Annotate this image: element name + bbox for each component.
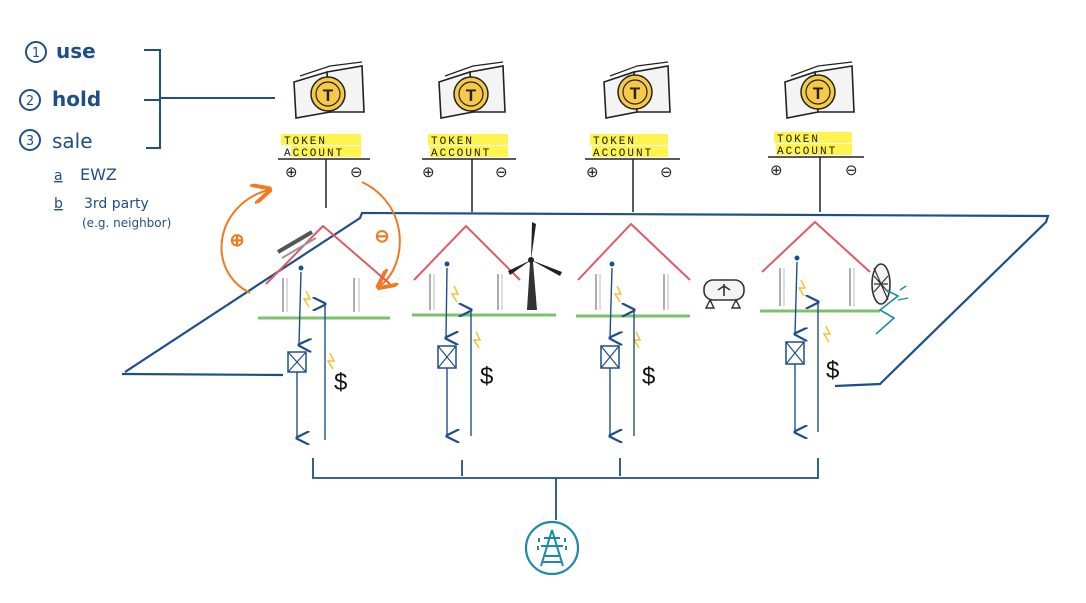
dollar-sign: $ <box>826 357 839 384</box>
house <box>258 224 391 370</box>
account-minus-sign: ⊖ <box>660 164 673 181</box>
meter-and-lines: $ <box>600 267 655 436</box>
token-account-title: TOKEN <box>593 136 636 148</box>
sale-option-label: EWZ <box>80 165 117 184</box>
wind-turbine-icon <box>508 222 562 310</box>
option-number: 1 <box>32 46 40 61</box>
solar-panel-icon <box>276 230 314 254</box>
sale-option-label: 3rd party <box>84 196 149 212</box>
water-wheel-icon <box>871 263 909 335</box>
token-account-subtitle: ACCOUNT <box>593 148 653 160</box>
sale-option-letter: b <box>54 196 63 212</box>
lightning-icon <box>302 290 312 308</box>
token-account-subtitle: ACCOUNT <box>431 148 491 160</box>
token-glyph: T <box>630 84 641 103</box>
token-flow-loop: ⊕ ⊖ <box>220 181 401 294</box>
ground-plane <box>121 211 1050 388</box>
account-plus-sign: ⊕ <box>586 164 599 181</box>
token-account-subtitle: ACCOUNT <box>777 146 837 158</box>
token-wallet: T <box>293 61 365 119</box>
option-use: 1 use <box>25 39 96 63</box>
account-plus-sign: ⊕ <box>770 162 783 179</box>
token-account: TOKEN ACCOUNT ⊕ ⊖ <box>422 134 516 212</box>
token-wallet: T <box>784 61 855 119</box>
option-hold: 2 hold <box>19 87 101 111</box>
account-minus-sign: ⊖ <box>845 162 858 179</box>
sale-option-note: (e.g. neighbor) <box>82 216 171 230</box>
sale-option-letter: a <box>54 168 63 184</box>
lightning-icon <box>632 331 642 349</box>
option-label-sale: sale <box>52 129 93 153</box>
flow-minus-sign: ⊖ <box>374 226 389 246</box>
account-plus-sign: ⊕ <box>285 164 298 181</box>
token-account-title: TOKEN <box>777 134 820 146</box>
house-2-group: T TOKEN ACCOUNT ⊕ ⊖ <box>412 61 562 436</box>
token-glyph: T <box>323 86 334 105</box>
meter-and-lines: $ <box>437 267 493 436</box>
token-account-subtitle: ACCOUNT <box>284 148 344 160</box>
token-glyph: T <box>813 84 824 103</box>
lightning-icon <box>450 285 460 303</box>
account-plus-sign: ⊕ <box>422 164 435 181</box>
token-wallet: T <box>438 61 506 119</box>
lightning-icon <box>797 279 807 297</box>
lightning-icon <box>822 325 832 343</box>
token-wallet: T <box>603 61 671 119</box>
dollar-sign: $ <box>642 363 655 390</box>
sale-option-third-party: b 3rd party (e.g. neighbor) <box>54 196 171 230</box>
lightning-icon <box>613 285 623 303</box>
lightning-icon <box>472 331 482 349</box>
house-3-group: T TOKEN ACCOUNT ⊕ ⊖ <box>576 61 745 436</box>
meter-and-lines: $ <box>785 261 839 432</box>
biogas-tank-icon <box>703 279 745 309</box>
dollar-sign: $ <box>334 369 347 396</box>
meter-and-lines: $ <box>287 271 347 440</box>
options-bracket <box>144 49 275 149</box>
lightning-icon <box>326 352 336 370</box>
token-glyph: T <box>466 86 477 105</box>
token-account: TOKEN ACCOUNT ⊕ ⊖ <box>768 132 864 212</box>
option-label-hold: hold <box>52 87 101 111</box>
option-label-use: use <box>56 39 96 63</box>
option-number: 3 <box>26 134 34 149</box>
power-grid-tower-icon <box>524 520 580 576</box>
house-4-group: T TOKEN ACCOUNT ⊕ ⊖ <box>760 61 909 432</box>
option-number: 2 <box>26 94 34 109</box>
flow-plus-sign: ⊕ <box>229 230 244 250</box>
sale-option-ewz: a EWZ <box>54 165 117 184</box>
house <box>412 222 562 349</box>
token-account-title: TOKEN <box>431 136 474 148</box>
token-account-title: TOKEN <box>284 136 327 148</box>
dollar-sign: $ <box>480 363 493 390</box>
house <box>576 222 745 349</box>
house <box>760 220 909 343</box>
account-minus-sign: ⊖ <box>350 164 363 181</box>
account-minus-sign: ⊖ <box>495 164 508 181</box>
option-sale: 3 sale <box>19 129 93 153</box>
options-legend: 1 use 2 hold 3 sale a EWZ b 3rd party (e… <box>19 39 275 230</box>
token-account: TOKEN ACCOUNT ⊕ ⊖ <box>278 134 370 208</box>
grid-connection <box>312 458 819 520</box>
token-account: TOKEN ACCOUNT ⊕ ⊖ <box>585 134 680 212</box>
house-1-group: T TOKEN ACCOUNT ⊕ ⊖ <box>258 61 391 440</box>
